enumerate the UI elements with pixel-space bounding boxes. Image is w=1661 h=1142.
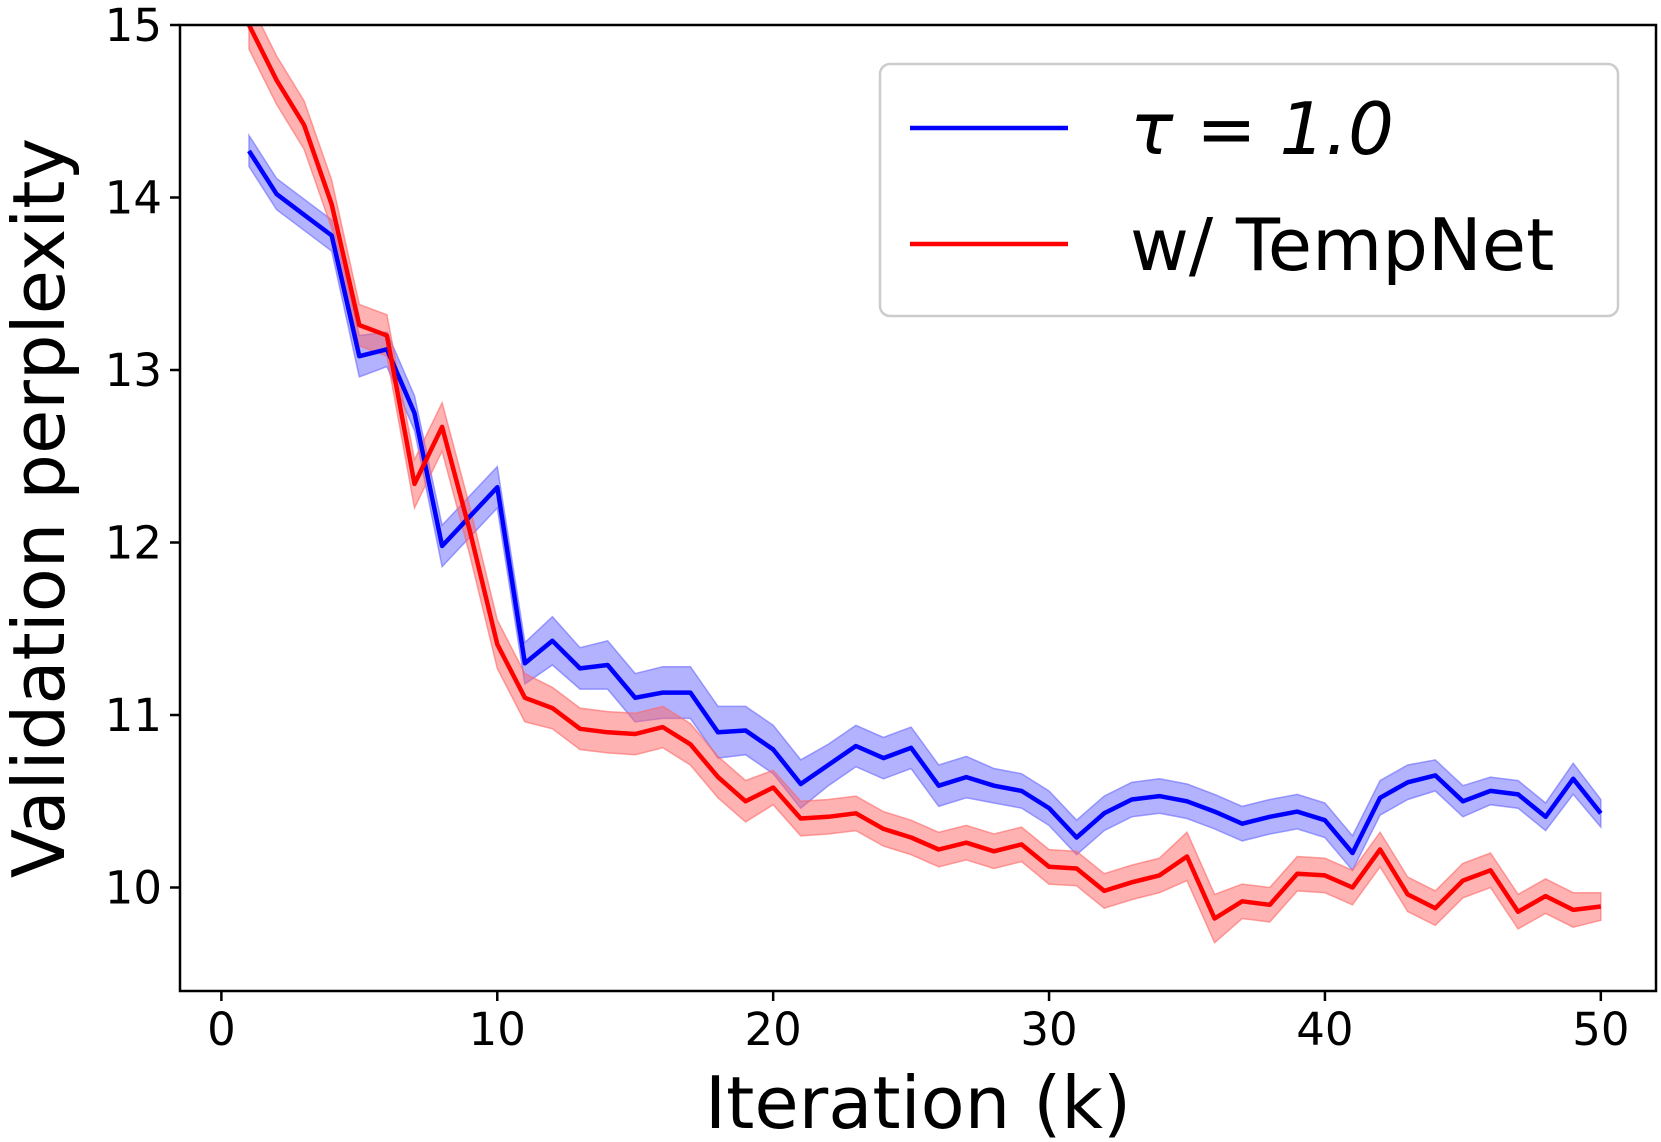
legend: τ = 1.0 w/ TempNet [878, 62, 1620, 318]
y-axis: 10 11 12 13 14 15 [105, 0, 180, 915]
series-line-0 [247, 149, 1603, 856]
plot-frame [178, 23, 1658, 993]
y-tick-label: 15 [105, 0, 162, 52]
series-layer [246, 25, 1603, 944]
legend-label-1: w/ TempNet [1130, 203, 1554, 287]
x-tick-label: 30 [1020, 1003, 1077, 1056]
y-tick-label: 12 [105, 517, 162, 570]
y-tick-label: 13 [105, 344, 162, 397]
series-band-1 [248, 25, 1602, 944]
y-tick-label: 11 [105, 689, 162, 742]
legend-label-0: τ = 1.0 [1130, 87, 1394, 171]
x-axis-label: Iteration (k) [705, 1061, 1131, 1142]
x-tick-label: 40 [1296, 1003, 1353, 1056]
x-tick-label: 10 [469, 1003, 526, 1056]
x-tick-label: 20 [745, 1003, 802, 1056]
y-tick-label: 10 [105, 862, 162, 915]
x-axis: 0 10 20 30 40 50 [207, 991, 1629, 1056]
series-line-1 [246, 25, 1602, 921]
y-tick-label: 14 [105, 172, 162, 225]
y-axis-label: Validation perplexity [0, 138, 81, 878]
x-tick-label: 50 [1572, 1003, 1629, 1056]
x-tick-label: 0 [207, 1003, 236, 1056]
